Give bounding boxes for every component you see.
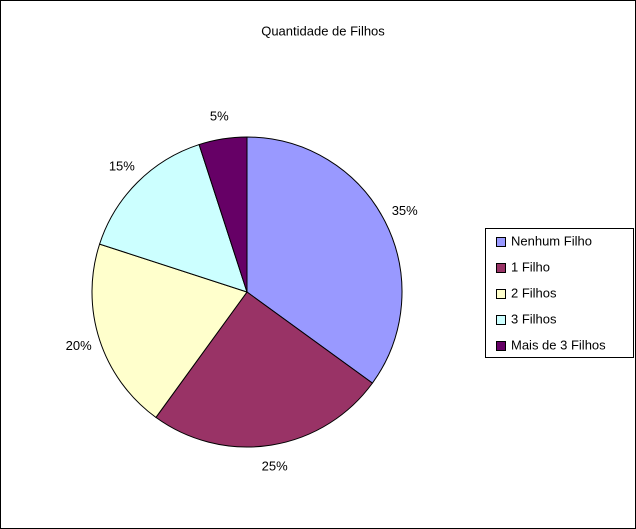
legend-label: 2 Filhos (511, 285, 557, 300)
legend-label: Nenhum Filho (511, 233, 592, 248)
legend-swatch (496, 315, 506, 325)
legend-swatch (496, 341, 506, 351)
data-label: 25% (262, 458, 288, 473)
legend-box (485, 228, 634, 358)
pie-slice (198, 136, 248, 293)
data-label: 20% (66, 338, 92, 353)
data-label: 5% (210, 109, 229, 124)
legend-label: 1 Filho (511, 259, 550, 274)
legend-swatch (496, 263, 506, 273)
pie-slice (246, 136, 403, 384)
pie-slice (98, 143, 248, 293)
pie-slice (155, 291, 374, 448)
data-label: 15% (109, 158, 135, 173)
legend-label: Mais de 3 Filhos (511, 337, 606, 352)
legend-swatch (496, 237, 506, 247)
chart-title: Quantidade de Filhos (261, 23, 385, 38)
legend-swatch (496, 289, 506, 299)
pie-slice (91, 243, 248, 419)
legend-label: 3 Filhos (511, 311, 557, 326)
data-label: 35% (392, 203, 418, 218)
